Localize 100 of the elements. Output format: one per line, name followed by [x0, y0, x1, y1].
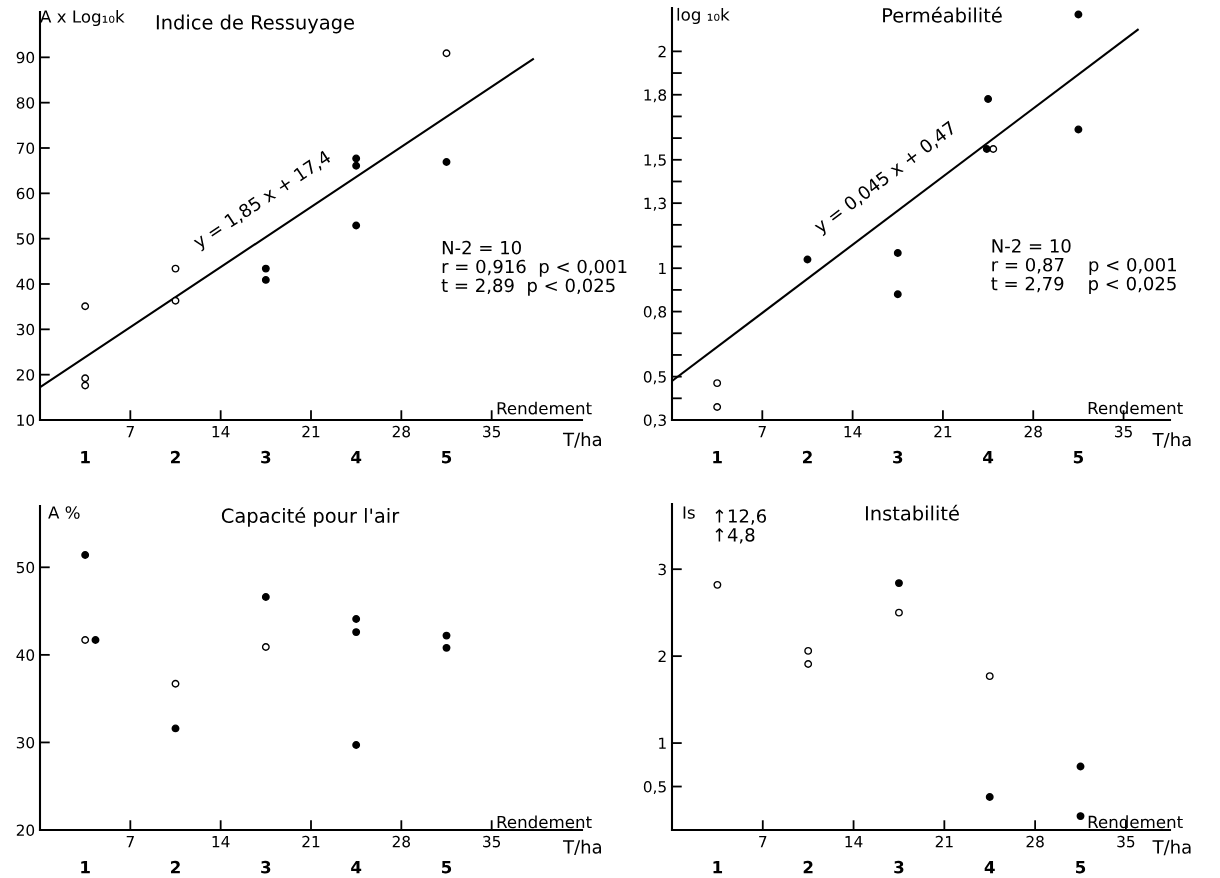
point	[1074, 10, 1083, 19]
text: 1	[81, 861, 90, 874]
text: T/ha	[562, 432, 602, 448]
point	[895, 608, 903, 617]
y-tick-label: 2	[658, 45, 666, 58]
point	[261, 593, 270, 602]
annotation: ↑12,6 ↑4,8	[715, 509, 767, 544]
text: 5	[441, 861, 452, 874]
point	[985, 793, 994, 801]
text: 4	[351, 861, 362, 874]
text: 2	[171, 860, 180, 874]
x-axis-title: Rendement	[1088, 815, 1183, 829]
y-axis-title: Is	[683, 506, 695, 519]
annotation: N-2 = 10 r = 0,87 p < 0,001 t = 2,79 p < 0,025	[991, 239, 1176, 294]
x-tick-label: 21	[935, 835, 953, 848]
text: T/ha	[562, 839, 602, 856]
x-tick-label: 35	[1117, 835, 1135, 848]
point	[713, 403, 722, 411]
text: 3	[894, 860, 904, 874]
point	[81, 381, 90, 390]
x-tick-label: 14	[845, 836, 863, 848]
x-axis-title: Rendement	[1088, 401, 1183, 415]
y-tick-label: 60	[16, 187, 35, 200]
y-tick-label: 40	[16, 278, 35, 291]
point	[989, 144, 998, 153]
point	[352, 615, 361, 623]
point	[713, 580, 722, 589]
y-tick-label: 0,8	[643, 306, 667, 320]
y-tick-label: 30	[16, 323, 35, 336]
point	[171, 296, 180, 305]
x-tick-label: 21	[934, 425, 952, 438]
point	[442, 631, 451, 640]
x-tick-label: 28	[392, 835, 411, 848]
chart-title: Capacité pour l'air	[221, 507, 400, 527]
point	[81, 374, 90, 383]
y-tick-label: 40	[16, 649, 35, 661]
point	[352, 161, 361, 170]
x-tick-label: 35	[483, 425, 501, 438]
point	[352, 154, 361, 163]
point	[171, 264, 180, 273]
point	[1076, 762, 1085, 771]
x-tick-label: 21	[302, 425, 320, 438]
y-tick-label: 3	[658, 563, 666, 576]
text: 3	[261, 450, 271, 464]
text: 1	[713, 451, 722, 464]
text: 4	[983, 451, 994, 464]
chart-title: Instabilité	[865, 504, 959, 521]
y-tick-label: 1	[659, 262, 666, 275]
y-tick-label: 20	[16, 369, 35, 381]
point	[81, 551, 90, 559]
point	[804, 660, 813, 668]
point	[984, 95, 993, 104]
text: T/ha	[1152, 432, 1191, 448]
y-tick-label: 1,3	[644, 197, 666, 211]
y-tick-label: 1	[659, 737, 666, 749]
text: 4	[984, 861, 995, 874]
point	[91, 636, 100, 644]
y-axis-title: log ₁₀k	[677, 7, 730, 25]
x-tick-label: 35	[483, 835, 501, 848]
point	[1074, 125, 1083, 134]
x-tick-label: 14	[212, 426, 230, 438]
y-tick-label: 0,5	[643, 781, 666, 795]
point	[352, 741, 361, 750]
x-axis-title: Rendement	[497, 401, 592, 415]
y-tick-label: 0,5	[643, 371, 666, 385]
point	[895, 579, 903, 588]
point	[1076, 812, 1085, 821]
x-tick-label: 35	[1115, 425, 1132, 438]
chart-title: Perméabilité	[883, 6, 1002, 23]
y-axis-title: A x Log₁₀k	[40, 9, 125, 27]
annotation: N-2 = 10 r = 0,916 p < 0,001 t = 2,89 p < 0,025	[441, 240, 627, 296]
x-tick-label: 7	[126, 426, 134, 438]
x-tick-label: 14	[212, 836, 230, 848]
point	[442, 643, 451, 652]
annotation: y = 1,85 x + 17,4	[191, 149, 334, 253]
text: 1	[81, 451, 90, 464]
point	[442, 158, 451, 167]
y-tick-label: 1,8	[644, 89, 667, 103]
x-tick-label: 28	[392, 425, 411, 438]
text: 2	[803, 860, 813, 874]
y-axis-title: A %	[48, 506, 80, 519]
point	[803, 255, 812, 264]
text: 2	[171, 450, 180, 464]
point	[352, 221, 361, 230]
text: 3	[261, 860, 271, 874]
point	[352, 628, 361, 637]
y-tick-label: 50	[16, 561, 35, 574]
text: T/ha	[1152, 839, 1191, 856]
x-axis-title: Rendement	[497, 815, 592, 829]
chart-title: Indice de Ressuyage	[156, 14, 354, 34]
point	[893, 249, 902, 257]
point	[261, 643, 270, 651]
text: 5	[1076, 861, 1086, 874]
x-tick-label: 28	[1026, 835, 1044, 848]
y-tick-label: 70	[16, 142, 35, 155]
text: 5	[1073, 451, 1084, 464]
y-tick-label: 1,5	[644, 154, 666, 168]
point	[804, 646, 813, 655]
x-tick-label: 28	[1024, 425, 1042, 438]
text: 3	[893, 450, 903, 464]
